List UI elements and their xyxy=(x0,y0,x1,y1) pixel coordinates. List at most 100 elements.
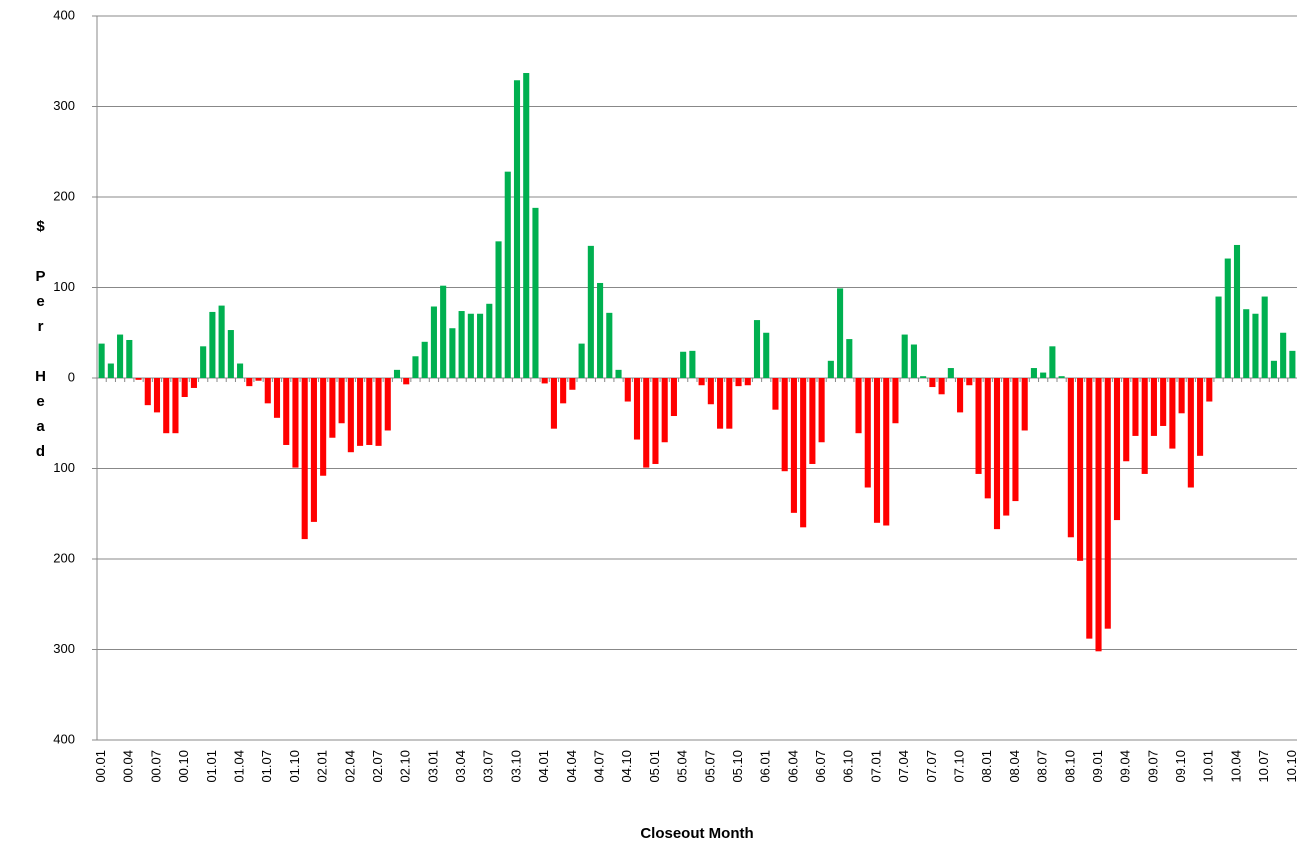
bar xyxy=(440,285,447,378)
x-tick-label: 02.07 xyxy=(370,750,385,783)
x-tick-label: 08.10 xyxy=(1062,750,1077,783)
bar xyxy=(375,378,382,446)
bar xyxy=(1086,378,1093,639)
bar xyxy=(172,378,179,434)
bar xyxy=(827,360,834,378)
x-tick-label: 03.07 xyxy=(481,750,496,783)
bar xyxy=(892,378,899,424)
bar xyxy=(550,378,557,429)
x-tick-label: 06.07 xyxy=(813,750,828,783)
bar xyxy=(1077,378,1084,561)
bar xyxy=(1197,378,1204,456)
bar xyxy=(1021,378,1028,431)
bar xyxy=(1012,378,1019,502)
bar xyxy=(781,378,788,472)
bar xyxy=(218,305,225,378)
x-tick-label: 02.04 xyxy=(342,750,357,783)
bar xyxy=(1030,368,1037,378)
bar xyxy=(1224,258,1231,378)
bar xyxy=(329,378,336,438)
bar xyxy=(320,378,327,476)
bar xyxy=(523,73,530,378)
x-tick-label: 08.07 xyxy=(1035,750,1050,783)
bar xyxy=(107,363,114,378)
x-tick-label: 10.10 xyxy=(1284,750,1299,783)
bar xyxy=(366,378,373,445)
bar xyxy=(864,378,871,488)
bar xyxy=(246,378,253,387)
x-tick-label: 10.07 xyxy=(1256,750,1271,783)
bar xyxy=(910,344,917,378)
bar xyxy=(486,303,493,378)
x-tick-label: 07.10 xyxy=(952,750,967,783)
bar xyxy=(467,313,474,378)
x-tick-label: 09.07 xyxy=(1145,750,1160,783)
bar xyxy=(181,378,188,398)
bar xyxy=(707,378,714,405)
x-tick-label: 07.01 xyxy=(868,750,883,783)
y-tick-label: 400 xyxy=(53,7,75,22)
y-axis-title: $ Per Head xyxy=(32,218,49,468)
bar xyxy=(717,378,724,429)
bar xyxy=(541,378,548,384)
bar xyxy=(901,334,908,378)
bar xyxy=(430,306,437,378)
x-tick-label: 03.01 xyxy=(425,750,440,783)
bar xyxy=(1261,296,1268,378)
bar xyxy=(680,351,687,378)
bar xyxy=(569,378,576,390)
bar xyxy=(947,368,954,378)
bar xyxy=(1132,378,1139,436)
bar xyxy=(117,334,124,378)
bar xyxy=(1040,372,1047,378)
x-tick-label: 00.10 xyxy=(176,750,191,783)
x-tick-label: 00.01 xyxy=(93,750,108,783)
bar xyxy=(633,378,641,440)
y-tick-label: 300 xyxy=(53,98,75,113)
x-tick-label: 09.10 xyxy=(1173,750,1188,783)
bar xyxy=(1104,378,1111,629)
bar xyxy=(560,378,567,404)
x-tick-label: 05.10 xyxy=(730,750,745,783)
x-tick-label: 01.01 xyxy=(204,750,219,783)
x-tick-label: 06.01 xyxy=(758,750,773,783)
bar xyxy=(153,378,161,413)
bar xyxy=(1215,296,1222,378)
bar xyxy=(458,311,465,378)
bar xyxy=(1252,313,1259,378)
x-tick-label: 08.01 xyxy=(979,750,994,783)
x-tick-label: 02.01 xyxy=(315,750,330,783)
x-tick-label: 00.04 xyxy=(121,750,136,783)
bar xyxy=(883,378,890,526)
bar xyxy=(615,369,622,378)
bar xyxy=(1233,244,1241,378)
bar xyxy=(338,378,345,424)
x-tick-label: 10.01 xyxy=(1201,750,1216,783)
bar xyxy=(873,378,881,523)
bar xyxy=(800,378,807,528)
y-tick-label: 400 xyxy=(53,731,75,746)
bar xyxy=(283,378,290,445)
bar xyxy=(938,378,945,395)
bar xyxy=(209,311,216,378)
bar xyxy=(163,378,170,434)
bar xyxy=(1280,332,1287,378)
bar xyxy=(689,350,696,378)
bar xyxy=(504,171,511,378)
bar xyxy=(310,378,317,522)
bar xyxy=(661,378,668,443)
bar xyxy=(975,378,982,474)
x-tick-label: 07.04 xyxy=(896,750,911,783)
bar xyxy=(1187,378,1194,488)
x-axis-title: Closeout Month xyxy=(640,825,753,842)
bar xyxy=(597,282,604,378)
bar xyxy=(846,339,853,378)
bar xyxy=(1123,378,1130,462)
bar xyxy=(1067,378,1074,538)
bar xyxy=(790,378,797,513)
x-tick-label: 04.10 xyxy=(619,750,634,783)
x-tick-label: 06.04 xyxy=(785,750,800,783)
bar xyxy=(809,378,816,464)
